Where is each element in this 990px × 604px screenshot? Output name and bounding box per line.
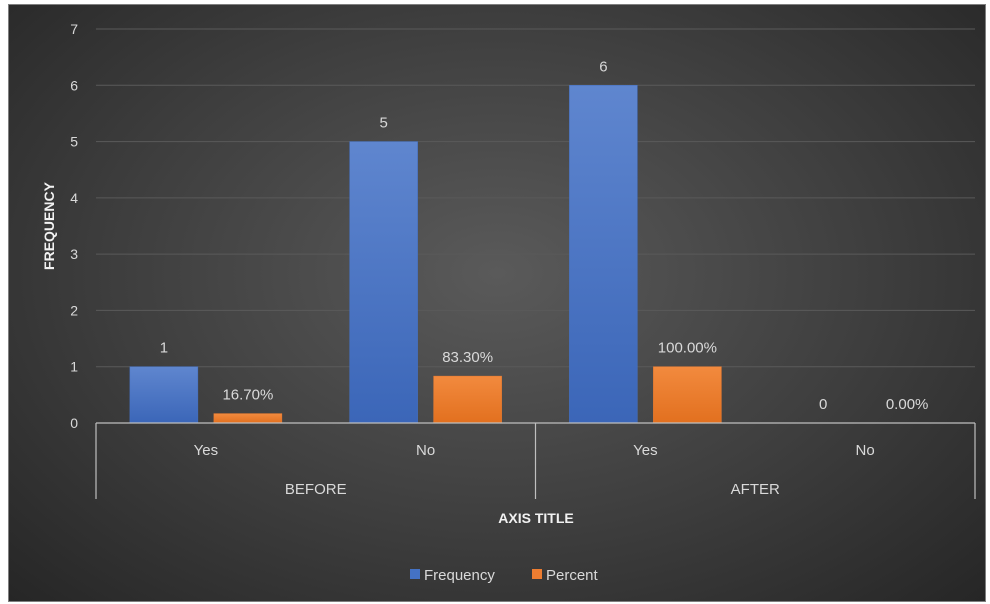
y-tick-label: 2 [70,302,78,318]
data-label-frequency: 6 [599,58,607,75]
data-label-frequency: 5 [379,115,387,132]
bar-percent [653,366,722,424]
bar-frequency [129,366,199,424]
data-label-percent: 100.00% [658,340,717,357]
x-category-label: No [856,442,875,459]
data-label-percent: 16.70% [222,387,273,404]
y-axis-title: FREQUENCY [41,181,57,270]
x-category-label: Yes [194,442,218,459]
data-label-frequency: 1 [160,340,168,357]
chart-area [8,4,986,602]
bar-percent [433,375,502,424]
bar-percent [213,413,283,424]
x-group-label: AFTER [731,481,780,498]
data-label-percent: 83.30% [442,349,493,366]
data-label-percent: 0.00% [886,396,929,413]
x-group-label: BEFORE [285,481,347,498]
x-category-label: Yes [633,442,657,459]
data-label-frequency: 0 [819,396,827,413]
data-labels: 1 16.70% 5 83.30% 6 100.00% 0 0.00% [160,58,929,413]
y-tick-label: 1 [70,359,78,375]
y-tick-label: 3 [70,246,78,262]
y-tick-label: 0 [70,415,78,431]
y-tick-label: 5 [70,134,78,150]
x-category-label: No [416,442,435,459]
legend-label-frequency: Frequency [424,567,495,584]
bars [129,85,722,424]
bar-frequency [349,141,418,424]
y-tick-label: 4 [70,190,78,206]
legend-label-percent: Percent [546,567,599,584]
y-tick-label: 6 [70,77,78,93]
y-tick-label: 7 [70,21,78,37]
gridlines [96,28,975,368]
x-axis-title: AXIS TITLE [498,510,573,526]
legend-swatch-percent [532,569,542,579]
legend-swatch-frequency [410,569,420,579]
bar-frequency [569,85,638,424]
axes: 0 1 2 3 4 5 6 7 Yes No Yes No BEFORE AFTER [70,21,976,499]
legend: Frequency Percent [410,567,599,584]
